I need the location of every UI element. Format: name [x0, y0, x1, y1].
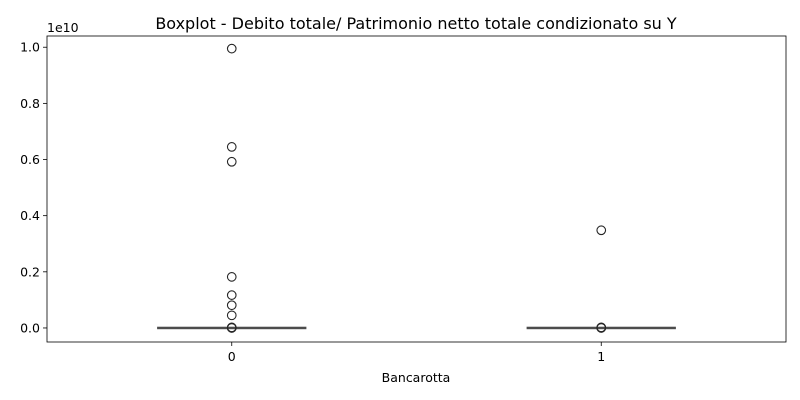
- outlier-point: [226, 290, 237, 300]
- outlier-point: [226, 142, 237, 152]
- y-tick-label: 0.2: [20, 264, 40, 279]
- y-tick-label: 1.0: [20, 40, 40, 55]
- outlier-point: [226, 43, 237, 54]
- outlier-point: [226, 300, 237, 311]
- x-tick-label: 1: [597, 349, 605, 364]
- outlier-point: [226, 156, 237, 167]
- y-tick-label: 0.8: [20, 96, 40, 111]
- plot-area: [157, 43, 676, 333]
- outlier-point: [226, 310, 237, 321]
- x-axis-label: Bancarotta: [382, 370, 451, 385]
- y-tick-label: 0.6: [20, 152, 40, 167]
- outlier-point: [596, 225, 607, 236]
- outlier-point: [226, 272, 237, 282]
- x-tick-label: 0: [228, 349, 236, 364]
- y-tick-label: 0.0: [20, 320, 40, 335]
- box-group-0: [157, 43, 307, 333]
- y-offset-label: 1e10: [47, 20, 79, 35]
- box-group-1: [526, 225, 676, 333]
- axes-frame: [46, 35, 787, 343]
- y-axis: 0.0 0.2 0.4 0.6 0.8 1.0: [20, 40, 47, 335]
- outlier-point: [596, 323, 607, 333]
- outlier-point: [226, 323, 237, 333]
- y-tick-label: 0.4: [20, 208, 40, 223]
- chart-title: Boxplot - Debito totale/ Patrimonio nett…: [155, 14, 677, 33]
